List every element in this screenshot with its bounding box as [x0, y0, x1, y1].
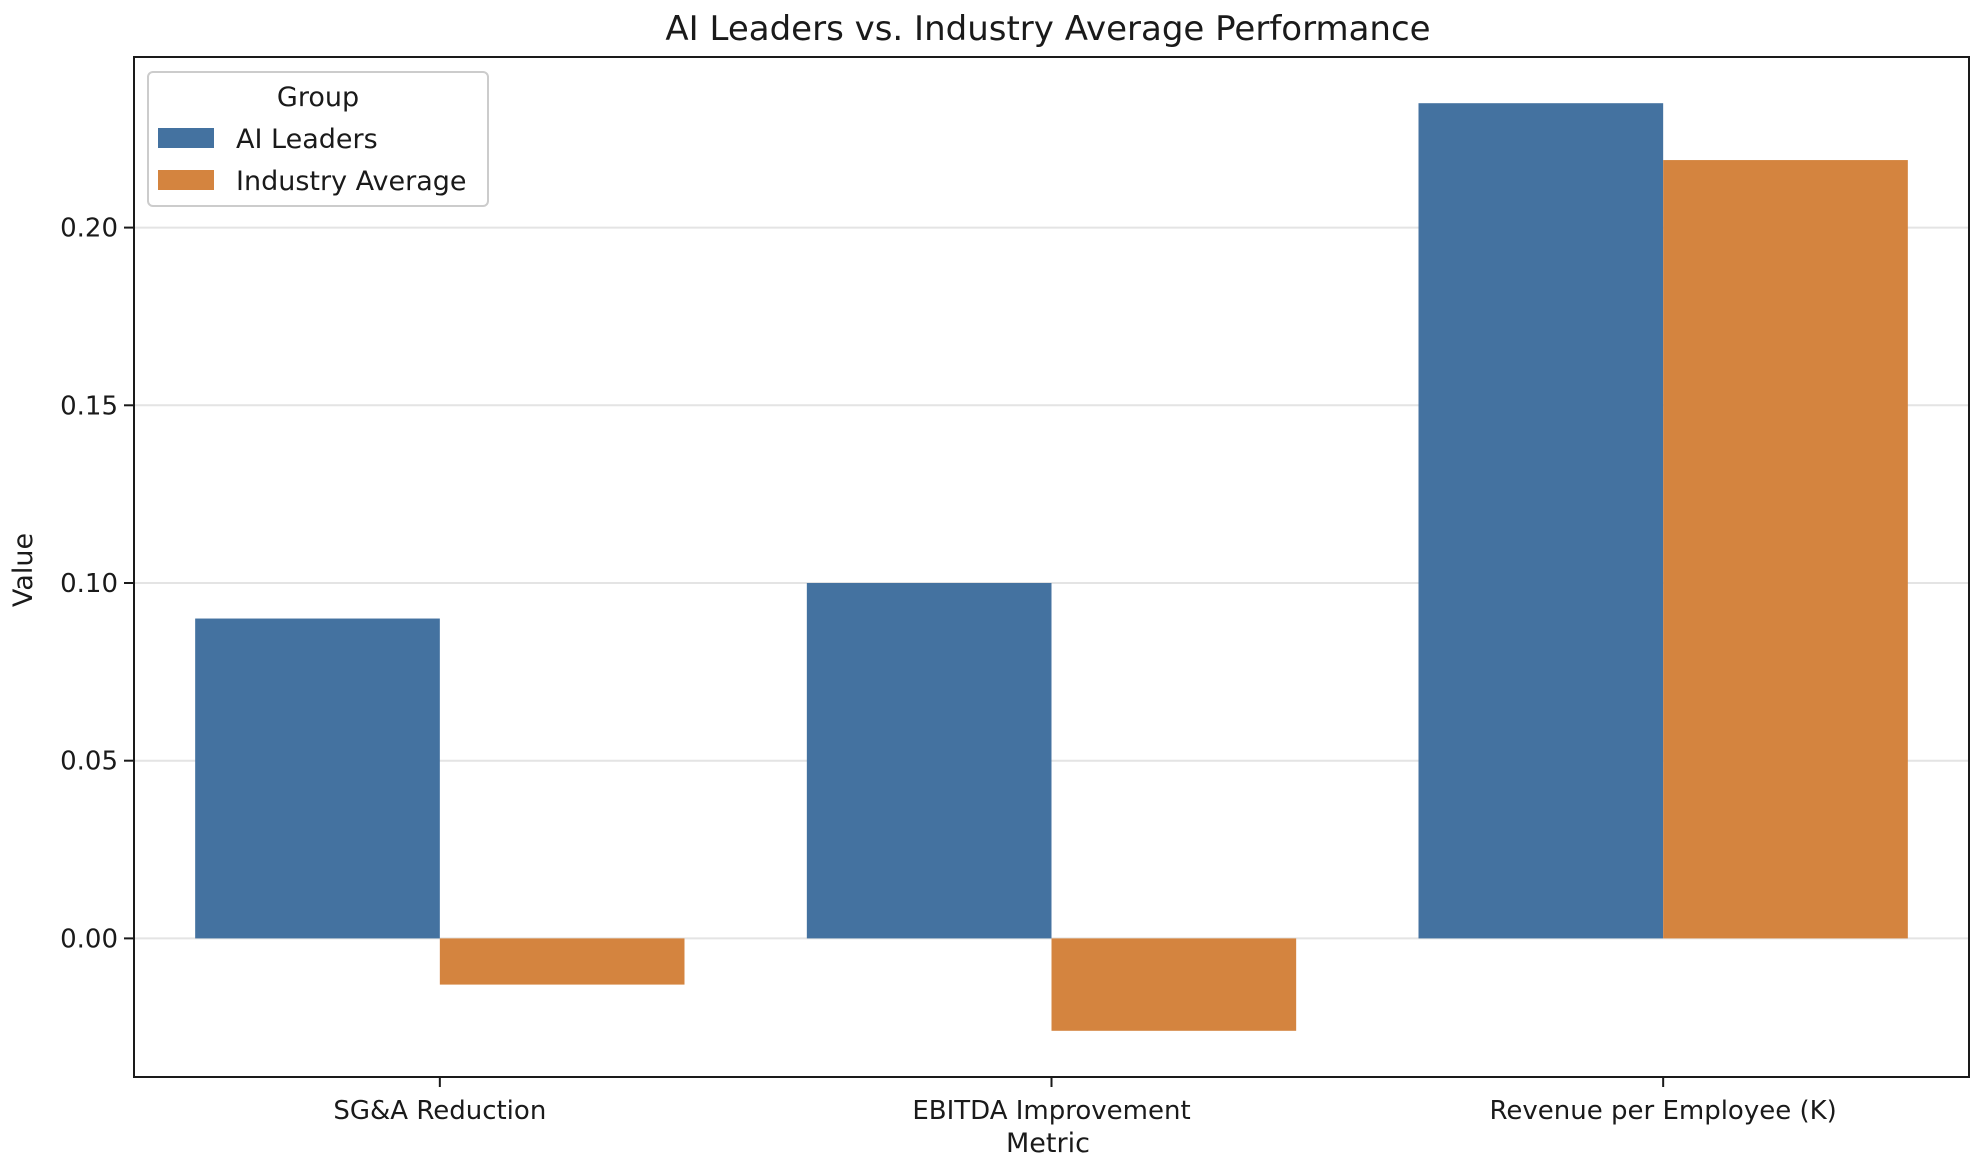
legend-swatch-ai-leaders — [158, 128, 214, 148]
axes: 0.00 0.05 0.10 0.15 0.20 SG&A Reduction EBITDA… — [60, 214, 1837, 1126]
bar — [439, 938, 685, 985]
x-tick-label: EBITDA Improvement — [912, 1096, 1190, 1126]
y-tick-label: 0.20 — [60, 214, 118, 244]
x-axis-label: Metric — [1006, 1128, 1090, 1159]
legend-box — [147, 71, 489, 207]
bar — [1663, 160, 1908, 939]
chart-title: AI Leaders vs. Industry Average Performa… — [665, 9, 1430, 49]
bar — [195, 618, 440, 939]
y-axis-label: Value — [8, 533, 39, 607]
bar — [806, 582, 1052, 939]
bars — [195, 103, 1908, 1031]
legend: Group AI Leaders Industry Average — [147, 71, 489, 207]
x-tick-label: Revenue per Employee (K) — [1490, 1096, 1837, 1126]
bar — [1418, 103, 1664, 939]
legend-swatch-industry-average — [158, 170, 214, 190]
y-tick-label: 0.10 — [60, 569, 118, 599]
y-tick-label: 0.15 — [60, 391, 118, 421]
x-tick-label: SG&A Reduction — [333, 1096, 546, 1126]
legend-title: Group — [277, 82, 359, 113]
legend-label-industry-average: Industry Average — [236, 166, 467, 197]
y-tick-label: 0.05 — [60, 747, 118, 777]
y-tick-label: 0.00 — [60, 924, 118, 954]
bar — [1051, 938, 1297, 1031]
legend-label-ai-leaders: AI Leaders — [236, 124, 378, 155]
